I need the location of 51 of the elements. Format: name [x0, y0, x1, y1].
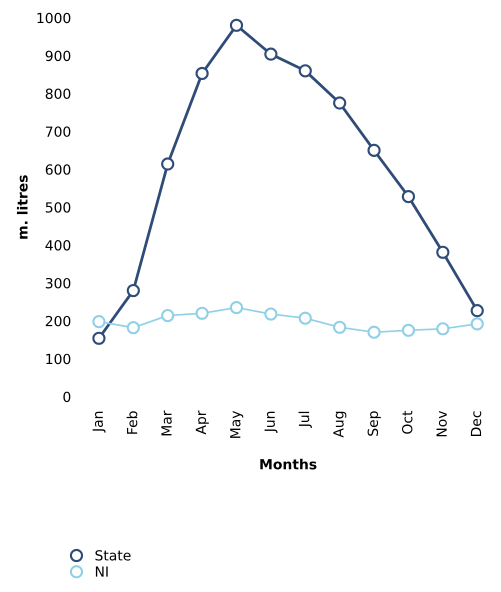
point	[470, 304, 484, 318]
point	[367, 326, 381, 339]
y-tick-label: 800	[46, 88, 70, 100]
x-tick-label: Feb	[126, 411, 138, 434]
point	[333, 320, 346, 334]
point	[264, 48, 278, 61]
point	[230, 301, 244, 314]
point	[470, 317, 484, 330]
point	[333, 96, 346, 110]
legend-label: NI	[96, 566, 108, 577]
y-tick-label: 500	[46, 202, 70, 213]
y-tick-label: 900	[46, 50, 70, 62]
x-tick-label: Aug	[333, 412, 346, 438]
point	[402, 324, 416, 337]
point	[298, 64, 312, 78]
y-tick-label: 1000	[37, 12, 70, 24]
point	[367, 144, 381, 157]
point	[436, 322, 450, 336]
point	[230, 18, 244, 32]
y-tick-label: 600	[46, 164, 70, 175]
x-tick-label: Dec	[470, 411, 482, 436]
point	[92, 315, 106, 328]
point	[436, 246, 450, 259]
y-tick-label: 0	[63, 392, 70, 402]
x-tick-label: Jul	[298, 412, 312, 428]
point	[161, 157, 174, 171]
point	[196, 306, 209, 320]
point	[161, 308, 174, 322]
point	[196, 66, 209, 80]
x-tick-label: Jun	[264, 412, 278, 433]
x-tick-label: Oct	[402, 410, 412, 434]
point	[92, 332, 106, 345]
y-tick-label: 400	[45, 240, 70, 251]
y-tick-label: 100	[46, 354, 70, 364]
point	[402, 190, 416, 204]
x-tick-label: May	[230, 410, 244, 438]
y-tick-label: 700	[46, 126, 70, 137]
legend-label: State	[95, 550, 131, 561]
point	[126, 321, 140, 334]
y-axis-title: m. litres	[16, 175, 28, 239]
point	[264, 307, 278, 321]
x-tick-label: Jan	[92, 412, 106, 433]
y-tick-label: 300	[46, 278, 70, 288]
y-tick-label: 200	[46, 316, 70, 326]
x-tick-label: Sep	[368, 411, 381, 436]
point	[298, 312, 312, 325]
point	[126, 284, 140, 298]
x-tick-label: Mar	[161, 410, 172, 436]
x-axis-title: Months	[260, 458, 316, 470]
x-tick-label: Apr	[196, 410, 209, 434]
x-tick-label: Nov	[436, 410, 447, 436]
